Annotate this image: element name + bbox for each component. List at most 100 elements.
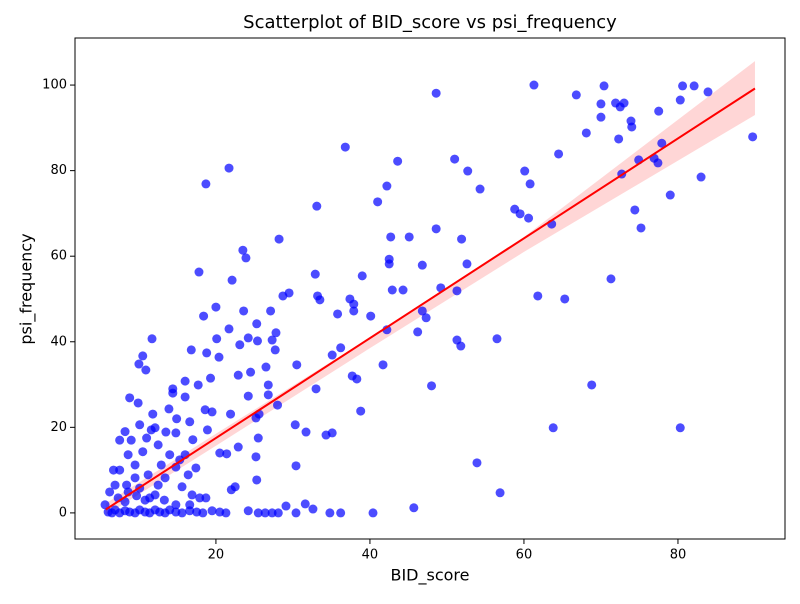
point [356, 406, 366, 416]
point [627, 122, 637, 132]
point [587, 380, 597, 390]
point [224, 163, 234, 173]
point [159, 495, 169, 505]
point [109, 465, 119, 475]
point [284, 288, 294, 298]
point [226, 409, 236, 419]
point [140, 495, 150, 505]
point [387, 285, 397, 295]
point [308, 504, 318, 514]
point [525, 179, 535, 189]
point [398, 285, 408, 295]
point [452, 286, 462, 296]
point [171, 500, 181, 510]
point [571, 90, 581, 100]
point [492, 334, 502, 344]
point [382, 181, 392, 191]
point [171, 428, 181, 438]
point [180, 376, 190, 386]
point [431, 88, 441, 98]
point [599, 81, 609, 91]
point [246, 367, 256, 377]
point [260, 508, 270, 518]
point [292, 360, 302, 370]
point [315, 295, 325, 305]
point [215, 448, 225, 458]
point [211, 302, 221, 312]
point [224, 324, 234, 334]
point [340, 142, 350, 152]
y-tick-label: 20 [50, 420, 67, 435]
point [115, 435, 125, 445]
point [165, 450, 175, 460]
point [156, 460, 166, 470]
regression-line [105, 87, 756, 511]
point [596, 99, 606, 109]
point [533, 291, 543, 301]
confidence-band [105, 61, 755, 516]
point [675, 95, 685, 105]
point [214, 352, 224, 362]
point [142, 433, 152, 443]
point [327, 350, 337, 360]
point [253, 336, 263, 346]
x-tick-label: 20 [208, 548, 225, 563]
point [421, 313, 431, 323]
point [431, 224, 441, 234]
point [238, 245, 248, 255]
y-tick-label: 40 [50, 334, 67, 349]
point [333, 309, 343, 319]
point [100, 500, 110, 510]
point [153, 440, 163, 450]
point [349, 306, 359, 316]
point [653, 158, 663, 168]
point [270, 345, 280, 355]
point [150, 423, 160, 433]
point [148, 409, 158, 419]
point [703, 87, 713, 97]
point [657, 138, 667, 148]
point [261, 362, 271, 372]
x-tick-label: 40 [362, 548, 379, 563]
point [267, 508, 277, 518]
point [233, 442, 243, 452]
point [456, 341, 466, 351]
point [475, 184, 485, 194]
point [263, 390, 273, 400]
point [384, 259, 394, 269]
point [153, 480, 163, 490]
point [243, 506, 253, 516]
point [386, 232, 396, 242]
y-axis-label: psi_frequency [17, 233, 37, 344]
point [251, 452, 261, 462]
point [520, 166, 530, 176]
point [202, 348, 212, 358]
x-tick-label: 80 [670, 548, 687, 563]
point [147, 334, 157, 344]
point [404, 232, 414, 242]
point [366, 311, 376, 321]
point [291, 508, 301, 518]
point [221, 508, 231, 518]
point [132, 491, 142, 501]
point [675, 423, 685, 433]
point [630, 205, 640, 215]
point [665, 190, 675, 200]
point [187, 490, 197, 500]
point [123, 450, 133, 460]
point [133, 398, 143, 408]
point [185, 417, 195, 427]
point [457, 234, 467, 244]
point [462, 259, 472, 269]
point [450, 154, 460, 164]
point [463, 166, 473, 176]
point [495, 488, 505, 498]
point [212, 334, 222, 344]
point [233, 370, 243, 380]
point [141, 365, 151, 375]
point [160, 473, 170, 483]
point [252, 319, 262, 329]
point [510, 204, 520, 214]
point [636, 223, 646, 233]
point [243, 333, 253, 343]
